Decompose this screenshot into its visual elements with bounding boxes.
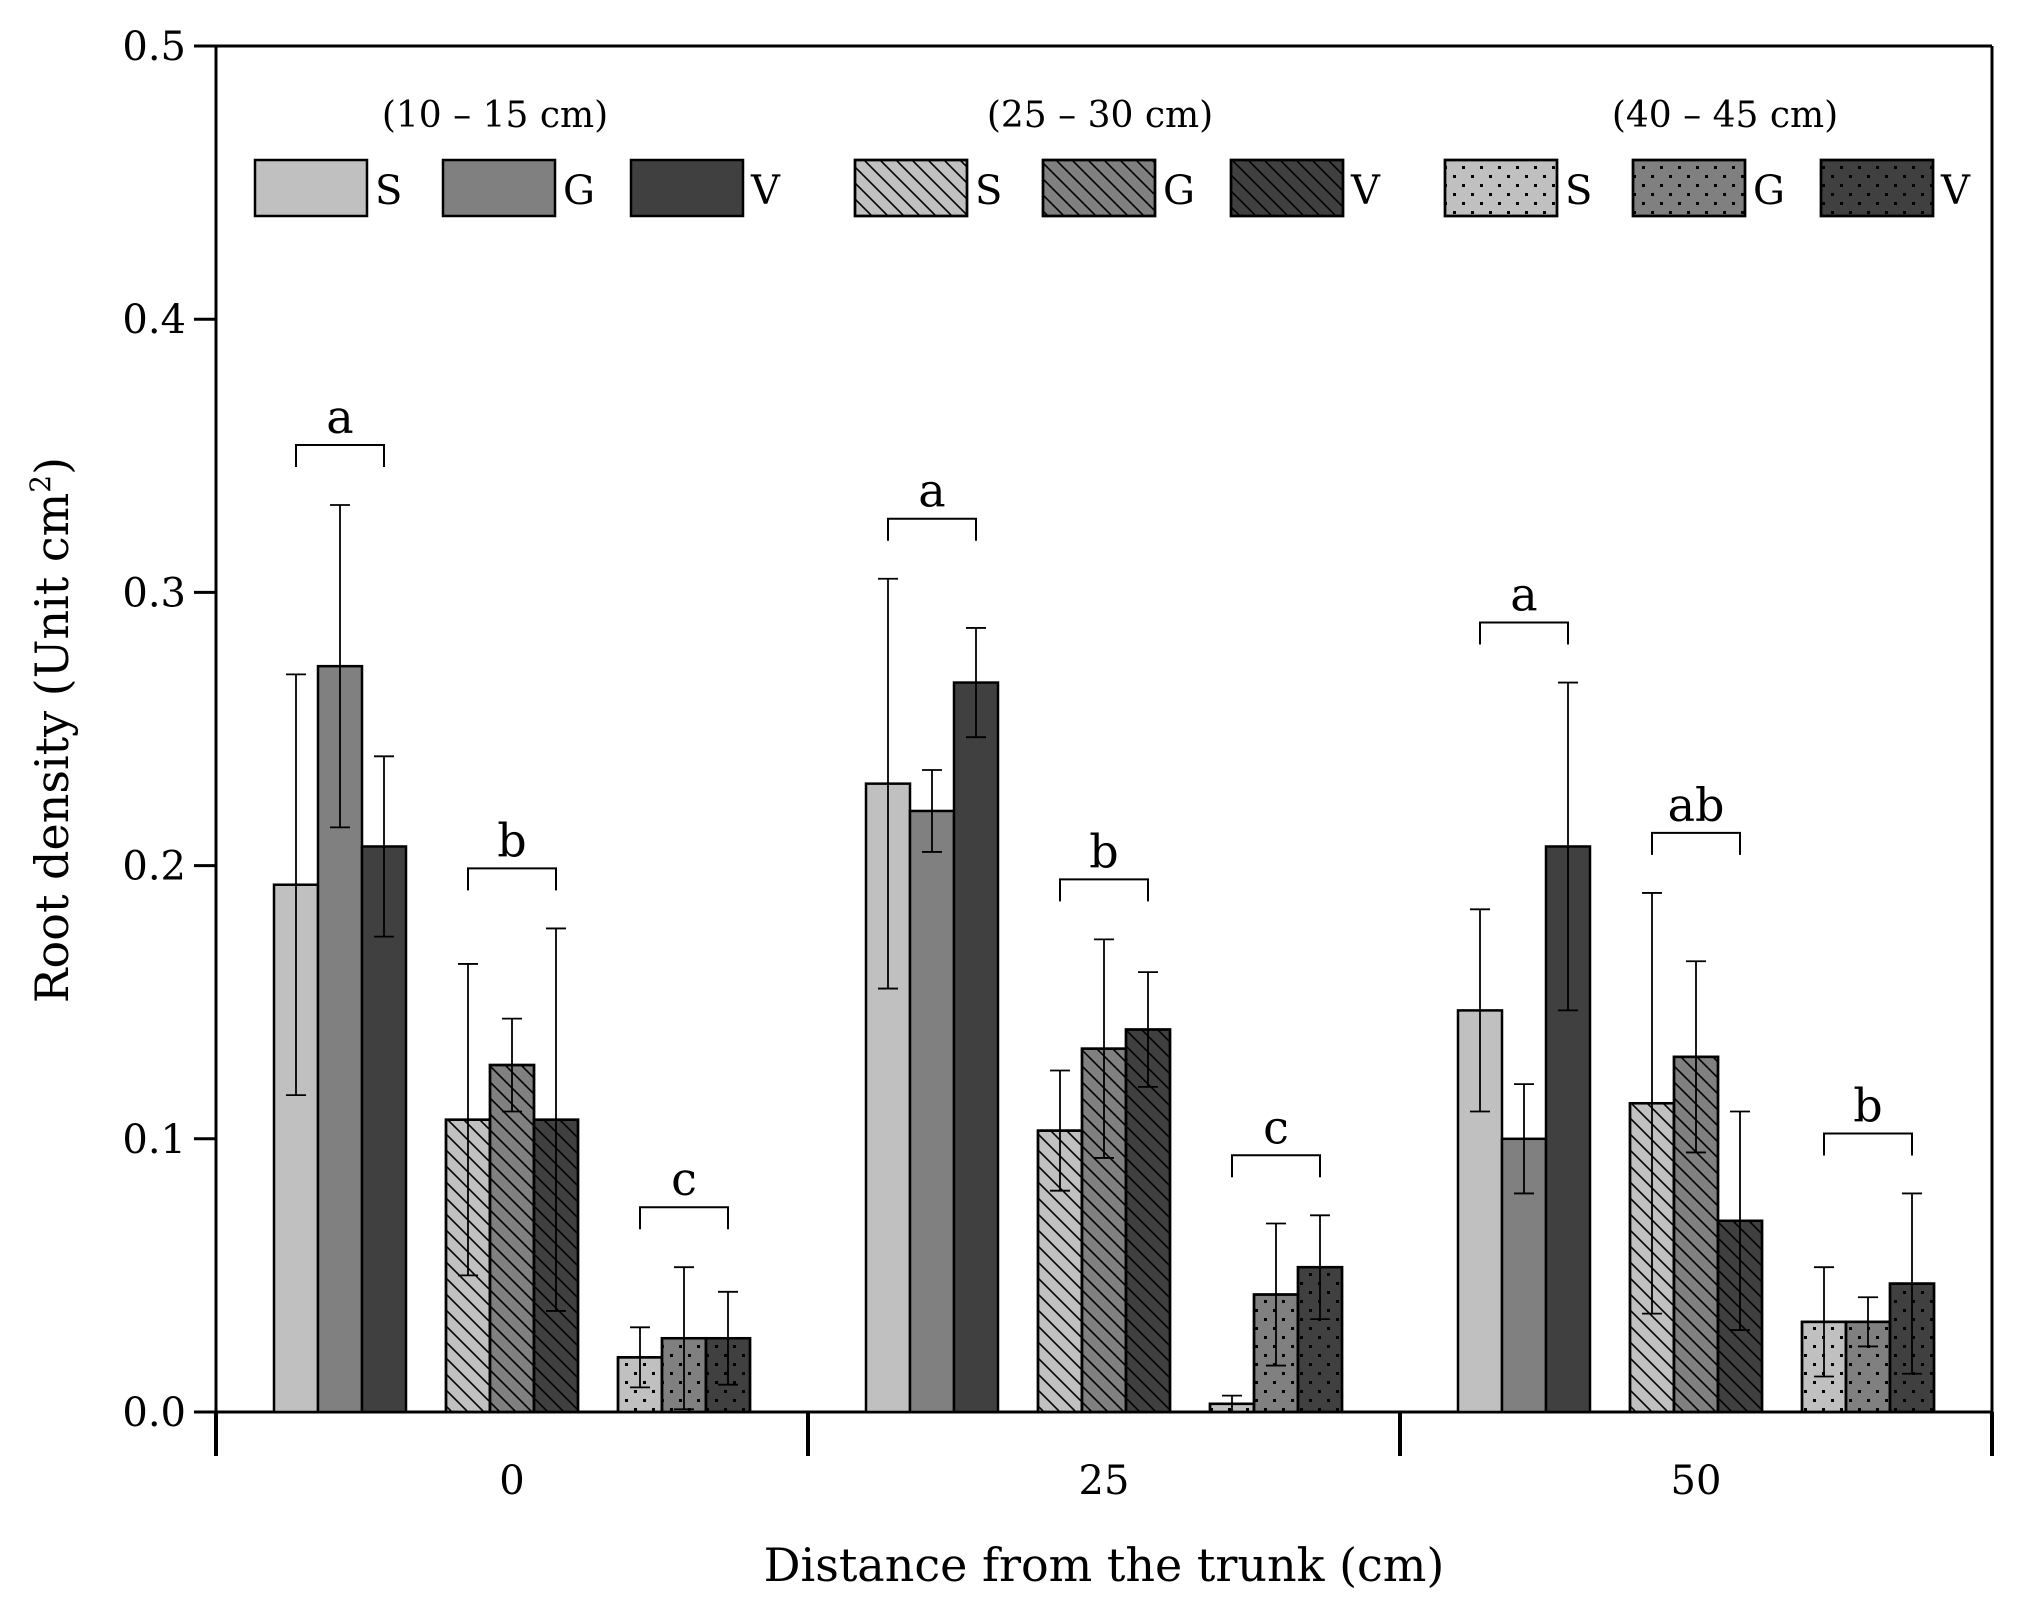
legend-series-label: G (1753, 168, 1785, 214)
y-tick-label: 0.2 (122, 844, 186, 890)
legend-swatch-middle-s-pattern (853, 158, 969, 218)
legend-series-label: V (1350, 168, 1381, 214)
legend-swatch-middle-g-pattern (1041, 158, 1157, 218)
bar-middle-v-pattern (1124, 1028, 1172, 1414)
legend-series-label: G (563, 168, 595, 214)
legend-series-label: V (1940, 168, 1971, 214)
y-tick-label: 0.0 (122, 1390, 186, 1436)
bar-middle-g-pattern (488, 1063, 536, 1414)
significance-letter: b (1853, 1078, 1882, 1132)
legend-swatch-deep-g-pattern (1631, 158, 1747, 218)
legend-swatch-deep-v-pattern (1819, 158, 1935, 218)
bar-shallow-v (360, 845, 408, 1414)
legend: (10 – 15 cm) S G V (25 – 30 cm) S G V (40 – 45 c… (253, 95, 1971, 218)
significance-bracket (1651, 831, 1741, 855)
significance-bracket (639, 1206, 729, 1230)
significance-letter: a (918, 464, 945, 518)
x-axis-ticks: 0 25 50 (214, 1412, 1994, 1504)
y-axis-ticks: 0.0 0.1 0.2 0.3 0.4 0.5 (122, 24, 216, 1436)
y-tick-label: 0.5 (122, 24, 186, 70)
significance-bracket (1059, 878, 1149, 902)
x-tick-label: 25 (1079, 1458, 1130, 1504)
legend-series-label: G (1163, 168, 1195, 214)
legend-series-label: S (375, 168, 402, 214)
y-axis-label-superscript: 2 (24, 475, 57, 493)
x-axis-label: Distance from the trunk (cm) (764, 1538, 1445, 1592)
legend-swatch-shallow-s (253, 158, 369, 218)
significance-letter: b (1089, 824, 1118, 878)
legend-swatch-middle-v-pattern (1229, 158, 1345, 218)
significance-bracket (887, 517, 977, 541)
x-tick-label: 50 (1671, 1458, 1722, 1504)
legend-depth-title: (25 – 30 cm) (987, 95, 1213, 136)
legend-series-label: S (975, 168, 1002, 214)
significance-letter: c (1263, 1100, 1289, 1154)
legend-swatch-shallow-v (629, 158, 745, 218)
significance-letter: c (671, 1152, 697, 1206)
y-axis-label-main: Root density (Unit cm (25, 493, 79, 1003)
bar-series (272, 504, 1936, 1414)
legend-series-label: V (750, 168, 781, 214)
y-axis-label: Root density (Unit cm2) (24, 457, 79, 1003)
significance-letter: b (497, 813, 526, 867)
legend-depth-title: (10 – 15 cm) (382, 95, 608, 136)
significance-letter: a (326, 390, 353, 444)
significance-bracket (1479, 621, 1569, 645)
significance-bracket (467, 867, 557, 891)
y-tick-label: 0.3 (122, 570, 186, 616)
legend-swatch-deep-s-pattern (1443, 158, 1559, 218)
y-axis-label-close: ) (25, 457, 79, 475)
legend-swatch-shallow-g (441, 158, 557, 218)
legend-depth-title: (40 – 45 cm) (1612, 95, 1838, 136)
significance-letter: a (1510, 568, 1537, 622)
bar-shallow-v (952, 681, 1000, 1414)
y-tick-label: 0.4 (122, 297, 186, 343)
significance-bracket (295, 443, 385, 467)
y-tick-label: 0.1 (122, 1117, 186, 1163)
x-tick-label: 0 (499, 1458, 524, 1504)
significance-bracket (1823, 1132, 1913, 1156)
significance-bracket (1231, 1154, 1321, 1178)
legend-series-label: S (1565, 168, 1592, 214)
bar-shallow-g (908, 809, 956, 1414)
significance-letter: ab (1668, 778, 1725, 832)
